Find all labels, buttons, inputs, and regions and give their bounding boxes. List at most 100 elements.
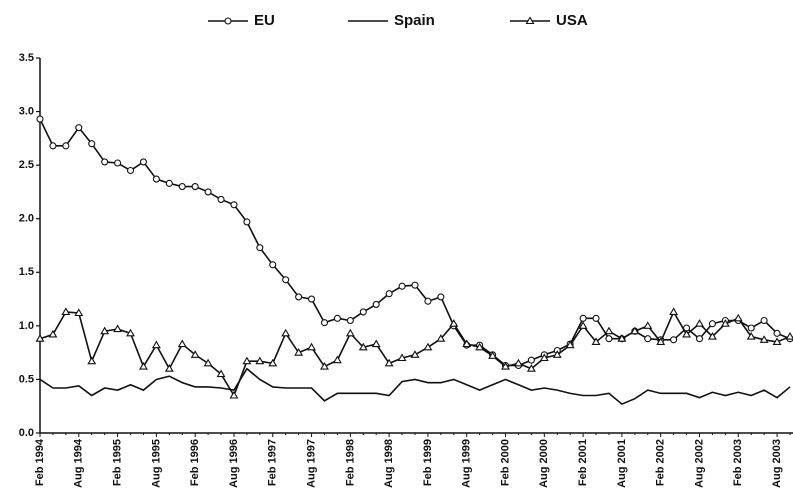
marker — [62, 142, 70, 150]
legend-label: Spain — [394, 12, 435, 29]
marker — [268, 358, 278, 367]
marker — [217, 195, 225, 203]
y-tick-label: 1.5 — [19, 266, 34, 278]
marker — [177, 339, 187, 348]
marker — [578, 321, 588, 329]
marker — [695, 335, 704, 343]
marker — [385, 290, 393, 298]
marker — [229, 390, 239, 399]
marker — [48, 329, 58, 338]
y-tick-label: 2.0 — [19, 213, 34, 225]
marker — [746, 331, 756, 340]
x-tick-label: Feb 1999 — [422, 439, 434, 486]
marker — [552, 350, 562, 358]
y-tick-label: 3.0 — [19, 105, 34, 117]
marker — [773, 329, 781, 337]
marker — [358, 342, 368, 351]
marker — [126, 166, 135, 175]
marker — [87, 356, 97, 365]
marker — [604, 326, 614, 335]
marker — [346, 316, 354, 325]
x-tick-label: Feb 2002 — [655, 439, 667, 486]
marker — [669, 307, 679, 315]
marker — [164, 364, 174, 372]
x-tick-label: Feb 1995 — [111, 439, 123, 486]
marker — [243, 218, 251, 226]
marker — [204, 188, 212, 196]
marker — [372, 300, 380, 308]
marker — [475, 342, 485, 351]
marker — [216, 369, 226, 378]
x-tick-label: Aug 2002 — [693, 439, 705, 488]
marker — [644, 335, 652, 343]
legend-label: USA — [556, 12, 588, 29]
legend: EU Spain USA — [208, 12, 588, 29]
marker — [295, 293, 303, 301]
x-tick-label: Feb 2001 — [577, 439, 589, 486]
marker — [539, 353, 549, 362]
y-tick-label: 0.5 — [19, 373, 34, 385]
marker — [35, 334, 45, 342]
marker — [643, 321, 653, 329]
marker — [527, 356, 535, 364]
marker — [592, 314, 600, 322]
y-tick-label: 2.5 — [19, 159, 34, 171]
marker — [61, 307, 71, 315]
x-tick-label: Aug 1995 — [150, 439, 162, 488]
marker — [424, 297, 432, 305]
marker — [371, 339, 381, 348]
marker — [190, 350, 200, 358]
marker — [695, 319, 704, 327]
line — [39, 367, 791, 405]
marker — [138, 361, 148, 370]
x-tick-label: Feb 2000 — [499, 439, 511, 486]
marker — [772, 337, 782, 345]
marker — [230, 201, 238, 209]
marker — [526, 364, 536, 372]
marker — [88, 140, 96, 148]
marker — [462, 339, 472, 348]
x-tick-label: Feb 2003 — [732, 439, 744, 486]
legend-label: EU — [254, 12, 275, 29]
marker — [501, 361, 510, 370]
marker — [113, 324, 123, 333]
x-tick-label: Feb 1998 — [344, 439, 356, 486]
marker — [513, 358, 523, 367]
line — [39, 118, 791, 367]
marker — [307, 342, 317, 351]
marker — [410, 350, 420, 358]
marker — [630, 326, 640, 335]
marker — [488, 351, 498, 359]
marker — [423, 342, 433, 351]
marker — [320, 361, 329, 370]
marker — [707, 331, 717, 340]
marker — [332, 355, 342, 364]
marker — [436, 334, 446, 342]
marker — [785, 331, 793, 340]
marker — [359, 308, 367, 316]
marker — [670, 336, 678, 344]
x-tick-label: Aug 1996 — [228, 439, 240, 488]
marker — [760, 316, 768, 325]
y-tick-label: 3.5 — [19, 52, 34, 64]
x-tick-label: Aug 1994 — [73, 438, 85, 488]
marker — [255, 356, 265, 365]
marker — [345, 328, 355, 337]
marker — [747, 324, 755, 332]
marker — [579, 314, 587, 322]
marker — [525, 16, 535, 25]
marker — [333, 314, 341, 322]
x-tick-label: Aug 2001 — [616, 439, 628, 488]
marker — [320, 319, 329, 327]
x-tick-label: Aug 2003 — [771, 439, 783, 488]
marker — [682, 329, 692, 338]
marker — [437, 293, 445, 301]
marker — [708, 320, 716, 328]
marker — [411, 281, 419, 289]
marker — [36, 115, 44, 123]
marker — [165, 179, 173, 187]
marker — [114, 159, 122, 167]
marker — [152, 175, 160, 183]
marker — [565, 340, 575, 349]
